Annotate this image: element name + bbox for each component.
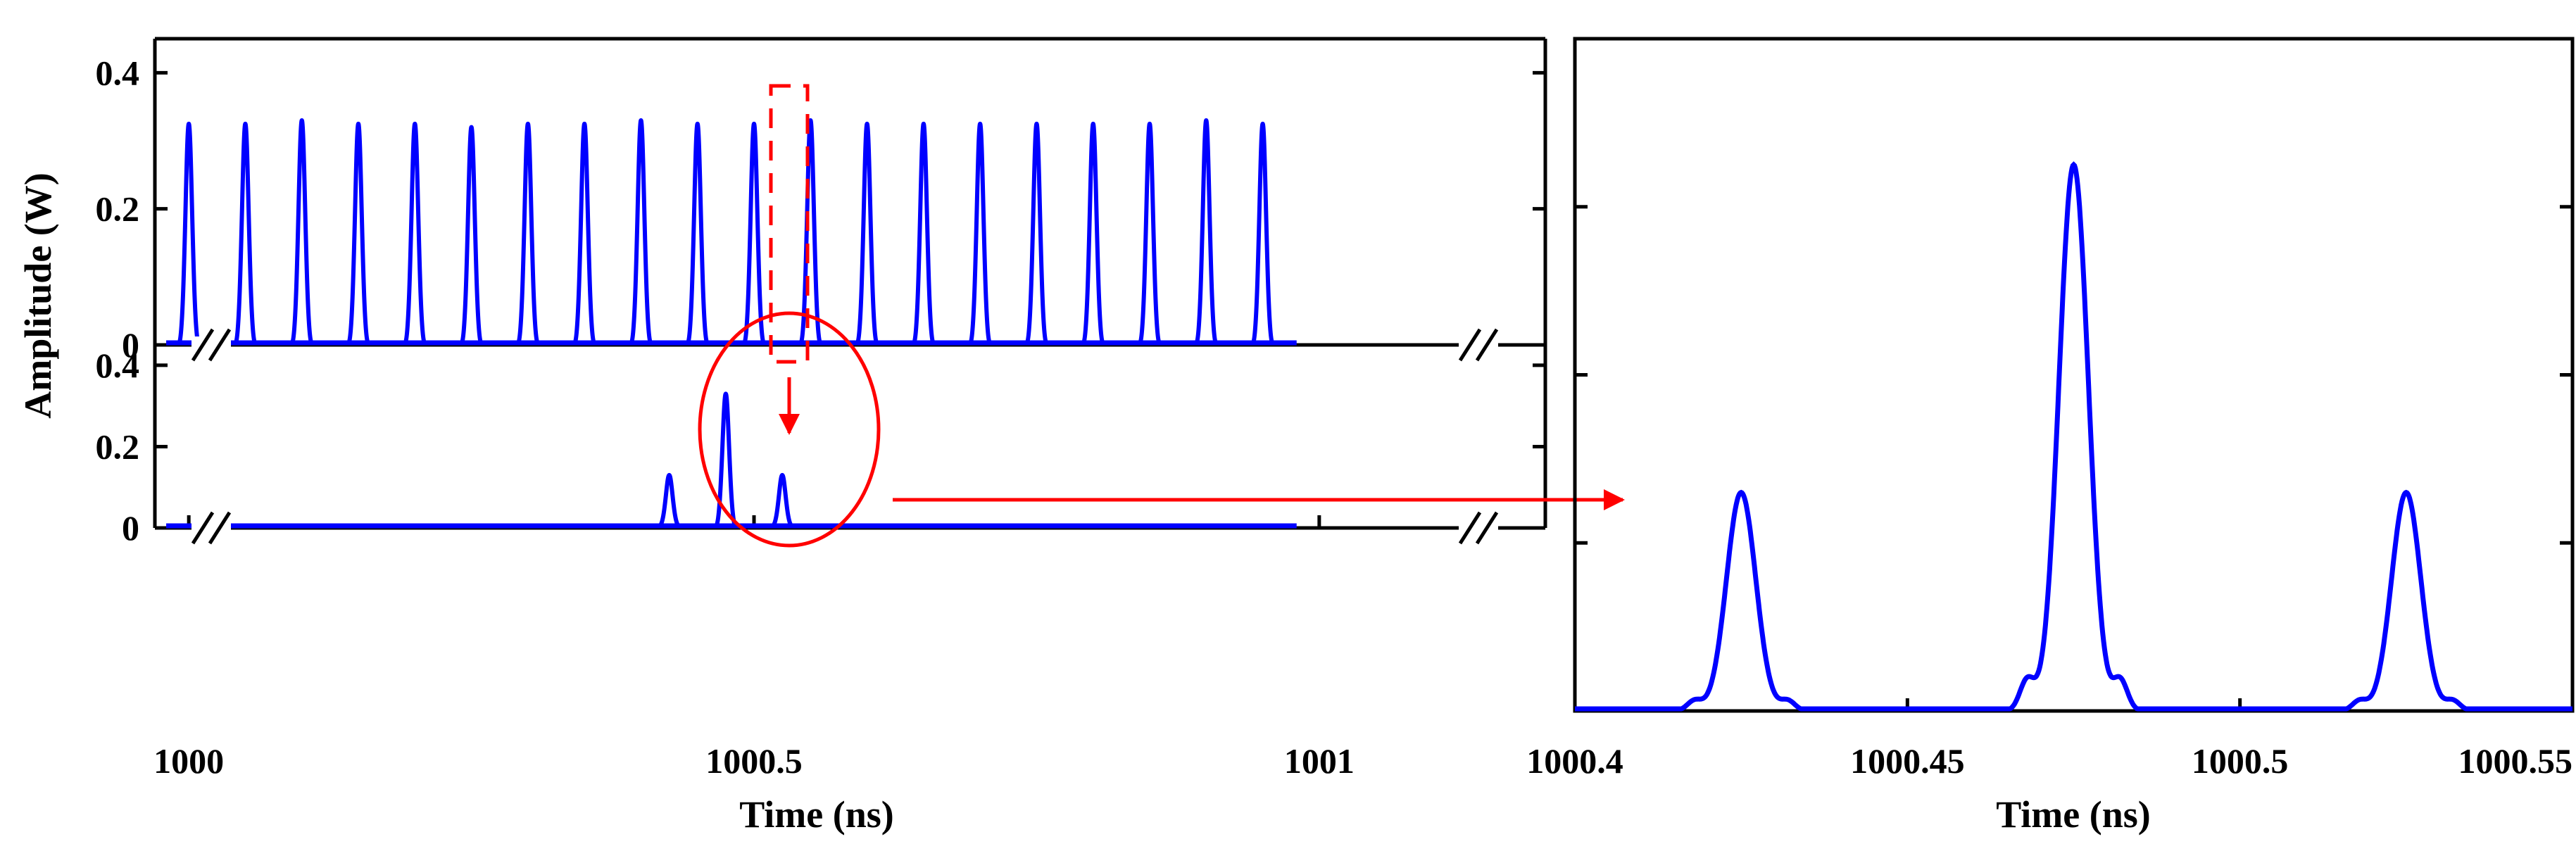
pulse: [289, 118, 314, 345]
pulse: [911, 121, 936, 345]
y-tick-label: 0: [122, 508, 139, 548]
pulse: [629, 118, 653, 345]
y-tick-label: 0.4: [96, 346, 140, 385]
highlight-dashed-box: [769, 84, 810, 364]
x-tick-label: 1000.55: [2458, 741, 2573, 781]
y-tick-label: 0.4: [96, 53, 140, 92]
pulse: [798, 118, 823, 345]
pulse: [1024, 121, 1049, 345]
pulse: [572, 121, 597, 345]
y-tick-label: 0: [122, 325, 139, 365]
zoom-trace-line: [1575, 161, 2572, 712]
pulse: [1081, 121, 1105, 345]
pulse: [1194, 118, 1219, 345]
pulse: [855, 121, 879, 345]
bottom-left-trace: [166, 391, 1297, 529]
right-x-axis-title: Time (ns): [1996, 793, 2151, 836]
left-chart: 0 0.2 0.4 0 0.2 0.4 1000 1000.5 1001 Amplitude…: [17, 37, 1625, 836]
x-tick-label: 1000.45: [1850, 741, 1965, 781]
axis-break-slash: [191, 328, 215, 362]
axis-break-slash: [1458, 511, 1482, 545]
highlight-ellipse: [698, 311, 881, 548]
top-left-trace: [166, 118, 1297, 346]
axis-break-marks: [191, 328, 1499, 545]
axis-break-slash: [1458, 328, 1482, 362]
right-chart: 00.10.20.30.4 1000.41000.451000.51000.55…: [1526, 37, 2575, 836]
x-tick-label: 1000: [153, 741, 224, 781]
pulse: [459, 125, 484, 345]
bottom-left-yticks: 0 0.2 0.4: [96, 346, 1545, 548]
pulse: [657, 472, 681, 528]
bottom-left-xticks: 1000 1000.5 1001: [153, 515, 1355, 781]
pulse: [770, 472, 795, 528]
pulse: [403, 121, 427, 345]
left-x-axis-title: Time (ns): [739, 793, 894, 836]
x-tick-label: 1000.5: [2192, 741, 2289, 781]
pulse: [685, 121, 710, 345]
pulse: [177, 121, 201, 345]
pulse: [1250, 121, 1275, 345]
y-tick-label: 0.2: [96, 189, 140, 229]
pulse: [713, 391, 738, 528]
right-trace: [1575, 161, 2572, 712]
y-tick-label: 0.2: [96, 427, 140, 466]
pulse: [1138, 121, 1162, 345]
pulse: [233, 121, 258, 345]
axis-break-slash: [208, 511, 232, 545]
x-tick-label: 1000.4: [1526, 741, 1623, 781]
pulse: [968, 121, 993, 345]
right-xticks: 1000.4 1000.45 1000.5 1000.55: [1526, 698, 2575, 781]
axis-break-slash: [191, 511, 215, 545]
x-tick-label: 1000.5: [705, 741, 803, 781]
axis-break-slash: [1475, 328, 1499, 362]
x-tick-label: 1001: [1284, 741, 1355, 781]
pulse: [515, 121, 540, 345]
top-left-yticks: 0 0.2 0.4: [96, 53, 1545, 365]
pulse: [742, 121, 766, 345]
left-y-axis-title: Amplitude (W): [17, 172, 59, 419]
axis-break-slash: [1475, 511, 1499, 545]
axis-break-slash: [208, 328, 232, 362]
pulse: [346, 121, 371, 345]
